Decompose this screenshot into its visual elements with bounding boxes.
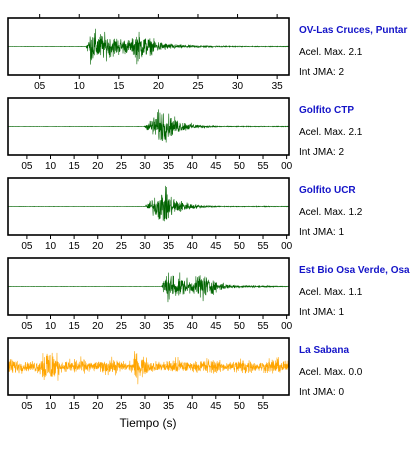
x-tick-label: 35 bbox=[272, 81, 284, 92]
panel-4: 05 10 15 20 25 30 35 40 45 50 55 00 Est Bio Osa Verd… bbox=[7, 257, 410, 332]
x-tick-label: 35 bbox=[163, 161, 175, 172]
panels-group: 05 10 15 20 25 30 35 OV-Las Cruces, Puntar Acel.… bbox=[7, 14, 410, 412]
x-tick-label: 40 bbox=[187, 401, 199, 412]
x-tick-label: 05 bbox=[34, 81, 46, 92]
waveform-trace-5 bbox=[7, 351, 290, 385]
x-tick-label: 30 bbox=[139, 401, 151, 412]
x-tick-label: 55 bbox=[257, 241, 269, 252]
panel-5: 05 10 15 20 25 30 35 40 45 50 55 La Sabana Acel. Max… bbox=[7, 337, 363, 412]
x-tick-label: 25 bbox=[116, 321, 128, 332]
x-tick-label: 55 bbox=[257, 161, 269, 172]
x-tick-label: 15 bbox=[113, 81, 125, 92]
x-tick-label: 30 bbox=[232, 81, 244, 92]
plot-frame-2 bbox=[7, 97, 290, 156]
x-tick-label: 50 bbox=[234, 401, 246, 412]
waveform-trace-4 bbox=[7, 272, 290, 303]
station-name: Est Bio Osa Verde, Osa bbox=[299, 265, 410, 276]
x-tick-label: 35 bbox=[163, 321, 175, 332]
jma-intensity-label: Int JMA: 0 bbox=[299, 387, 344, 398]
x-tick-label: 30 bbox=[139, 321, 151, 332]
x-tick-label: 20 bbox=[92, 161, 104, 172]
x-tick-label: 05 bbox=[21, 321, 33, 332]
accel-max-label: Acel. Max. 2.1 bbox=[299, 127, 363, 138]
plot-frame-3 bbox=[7, 177, 290, 236]
x-tick-label: 15 bbox=[69, 321, 81, 332]
x-tick-label: 25 bbox=[116, 161, 128, 172]
x-tick-label: 45 bbox=[210, 401, 222, 412]
station-name: OV-Las Cruces, Puntar bbox=[299, 25, 407, 36]
x-tick-label: 10 bbox=[74, 81, 86, 92]
x-tick-label: 45 bbox=[210, 241, 222, 252]
plot-frame-1 bbox=[7, 17, 290, 76]
jma-intensity-label: Int JMA: 1 bbox=[299, 307, 344, 318]
x-tick-label: 35 bbox=[163, 241, 175, 252]
x-tick-label: 00 bbox=[281, 321, 293, 332]
accel-max-label: Acel. Max. 2.1 bbox=[299, 47, 363, 58]
x-tick-label: 05 bbox=[21, 401, 33, 412]
x-tick-label: 10 bbox=[45, 401, 57, 412]
x-tick-label: 30 bbox=[139, 161, 151, 172]
accel-max-label: Acel. Max. 1.1 bbox=[299, 287, 363, 298]
waveform-trace-2 bbox=[7, 109, 290, 143]
x-tick-label: 25 bbox=[116, 401, 128, 412]
x-tick-label: 35 bbox=[163, 401, 175, 412]
x-tick-label: 50 bbox=[234, 241, 246, 252]
accel-max-label: Acel. Max. 0.0 bbox=[299, 367, 363, 378]
x-tick-label: 20 bbox=[92, 401, 104, 412]
x-tick-label: 00 bbox=[281, 161, 293, 172]
x-tick-label: 20 bbox=[92, 241, 104, 252]
waveform-trace-3 bbox=[7, 185, 290, 222]
x-tick-label: 05 bbox=[21, 161, 33, 172]
x-tick-label: 40 bbox=[187, 321, 199, 332]
x-tick-label: 15 bbox=[69, 401, 81, 412]
station-name: Golfito UCR bbox=[299, 185, 356, 196]
x-tick-label: 55 bbox=[257, 401, 269, 412]
x-axis-title: Tiempo (s) bbox=[120, 416, 177, 430]
x-tick-label: 10 bbox=[45, 241, 57, 252]
x-tick-label: 15 bbox=[69, 241, 81, 252]
station-name: Golfito CTP bbox=[299, 105, 354, 116]
x-tick-label: 45 bbox=[210, 321, 222, 332]
jma-intensity-label: Int JMA: 1 bbox=[299, 227, 344, 238]
x-tick-label: 10 bbox=[45, 321, 57, 332]
panel-3: 05 10 15 20 25 30 35 40 45 50 55 00 Golfito UCR Acel.… bbox=[7, 177, 363, 252]
x-tick-label: 25 bbox=[192, 81, 204, 92]
x-tick-label: 10 bbox=[45, 161, 57, 172]
x-tick-label: 55 bbox=[257, 321, 269, 332]
x-tick-label: 15 bbox=[69, 161, 81, 172]
jma-intensity-label: Int JMA: 2 bbox=[299, 147, 344, 158]
x-tick-label: 20 bbox=[92, 321, 104, 332]
panel-2: 05 10 15 20 25 30 35 40 45 50 55 00 Golfito CTP Acel.… bbox=[7, 97, 363, 172]
x-tick-label: 05 bbox=[21, 241, 33, 252]
x-tick-label: 20 bbox=[153, 81, 165, 92]
x-tick-label: 50 bbox=[234, 321, 246, 332]
plot-frame-5 bbox=[7, 337, 290, 396]
panel-1: 05 10 15 20 25 30 35 OV-Las Cruces, Puntar Acel.… bbox=[7, 14, 407, 92]
x-tick-label: 50 bbox=[234, 161, 246, 172]
waveform-trace-1 bbox=[7, 28, 290, 65]
jma-intensity-label: Int JMA: 2 bbox=[299, 67, 344, 78]
x-tick-label: 25 bbox=[116, 241, 128, 252]
accel-max-label: Acel. Max. 1.2 bbox=[299, 207, 363, 218]
x-tick-label: 45 bbox=[210, 161, 222, 172]
x-tick-label: 30 bbox=[139, 241, 151, 252]
plot-frame-4 bbox=[7, 257, 290, 316]
x-tick-label: 00 bbox=[281, 241, 293, 252]
station-name: La Sabana bbox=[299, 345, 349, 356]
x-tick-label: 40 bbox=[187, 241, 199, 252]
x-tick-label: 40 bbox=[187, 161, 199, 172]
